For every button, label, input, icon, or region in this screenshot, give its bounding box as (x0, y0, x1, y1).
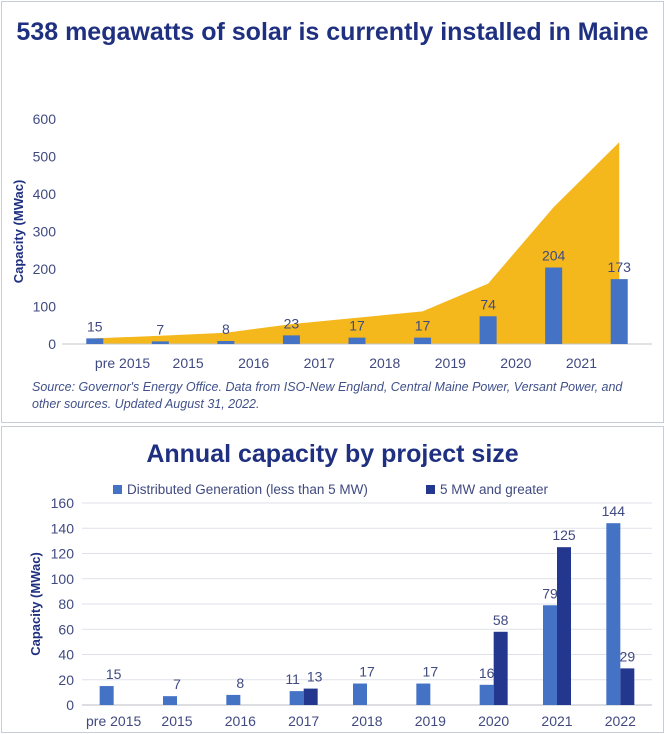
bar-data-label: 8 (222, 321, 230, 337)
distributed-data-label: 17 (423, 664, 439, 680)
y-tick-label: 100 (33, 299, 57, 315)
x-tick-label: 2018 (369, 355, 400, 371)
y-tick-label: 0 (48, 336, 56, 352)
bar-data-label: 204 (542, 248, 566, 264)
project-size-chart: 160 140 120 100 80 60 40 20 0 Capacity (MWac) Dist… (28, 482, 652, 729)
y-axis-title: Capacity (MWac) (11, 180, 26, 284)
large-project-bar (303, 688, 318, 705)
bar-data-label: 173 (608, 259, 632, 275)
x-tick-label: 2015 (173, 355, 204, 371)
large-project-data-label: 29 (620, 648, 636, 664)
bar-data-label: 17 (349, 318, 365, 334)
top-chart-panel: 538 megawatts of solar is currently inst… (1, 1, 664, 423)
large-project-data-label: 13 (307, 669, 323, 685)
x-tick-label: 2016 (238, 355, 269, 371)
y-tick-label: 100 (51, 571, 75, 587)
distributed-bar (479, 684, 494, 705)
x-tick-label: 2019 (435, 355, 466, 371)
y-axis-title: Capacity (MWac) (28, 552, 43, 656)
y-tick-label: 500 (33, 149, 57, 165)
distributed-data-label: 15 (106, 666, 122, 682)
annual-bar (151, 341, 169, 344)
x-tick-label: 2017 (304, 355, 335, 371)
annual-bar (414, 337, 432, 344)
legend-label-large: 5 MW and greater (440, 482, 549, 497)
large-project-bar (557, 547, 571, 705)
distributed-bar (99, 686, 114, 705)
x-tick-label: 2020 (500, 355, 531, 371)
cumulative-capacity-chart: 600 500 400 300 200 100 0 Capacity (MWac) 15 7 8 23… (11, 111, 652, 371)
distributed-bar (226, 694, 241, 705)
distributed-data-label: 7 (173, 676, 181, 692)
y-tick-label: 20 (58, 672, 74, 688)
y-tick-label: 0 (66, 697, 74, 713)
bar-data-label: 74 (480, 296, 496, 312)
legend-swatch-large (426, 485, 435, 494)
bar-data-label: 17 (415, 318, 431, 334)
large-project-bar (493, 631, 508, 705)
source-note: Source: Governor's Energy Office. Data f… (32, 380, 623, 411)
distributed-bar (353, 683, 367, 705)
x-tick-label: 2021 (541, 713, 572, 729)
distributed-data-label: 79 (542, 585, 558, 601)
y-tick-label: 120 (51, 546, 75, 562)
y-tick-label: 80 (58, 596, 74, 612)
distributed-data-label: 17 (359, 664, 375, 680)
distributed-bar (163, 696, 177, 705)
annual-bar (282, 335, 300, 344)
annual-bar (479, 316, 497, 344)
bottom-chart-title: Annual capacity by project size (146, 440, 519, 468)
annual-bar (610, 279, 628, 344)
x-tick-label: 2018 (351, 713, 382, 729)
cumulative-area (94, 142, 620, 344)
y-tick-label: 400 (33, 186, 57, 202)
distributed-bar (606, 523, 621, 705)
distributed-bar (543, 605, 557, 705)
x-tick-label: 2016 (225, 713, 256, 729)
annual-bar (86, 338, 104, 344)
bottom-chart-panel: Annual capacity by project size 160 140 12… (1, 426, 664, 733)
distributed-data-label: 16 (479, 665, 495, 681)
x-tick-label: 2019 (415, 713, 446, 729)
bar-data-label: 23 (284, 315, 300, 331)
x-tick-label: 2020 (478, 713, 509, 729)
legend-label-distributed: Distributed Generation (less than 5 MW) (127, 482, 368, 497)
y-tick-label: 60 (58, 621, 74, 637)
x-tick-label: 2017 (288, 713, 319, 729)
annual-bar (217, 341, 235, 344)
y-tick-label: 300 (33, 224, 57, 240)
large-project-data-label: 58 (493, 612, 509, 628)
distributed-bar (289, 691, 304, 705)
annual-bar (545, 267, 563, 344)
y-tick-label: 160 (51, 495, 75, 511)
x-tick-label: 2021 (566, 355, 597, 371)
large-project-data-label: 125 (552, 527, 576, 543)
y-tick-label: 600 (33, 111, 57, 127)
large-project-bar (620, 668, 635, 705)
bar-data-label: 7 (156, 321, 164, 337)
legend-swatch-distributed (113, 485, 122, 494)
y-tick-label: 140 (51, 520, 75, 536)
y-tick-label: 40 (58, 647, 74, 663)
x-tick-label: pre 2015 (95, 355, 150, 371)
distributed-data-label: 11 (285, 671, 300, 687)
top-chart-title: 538 megawatts of solar is currently inst… (16, 18, 649, 46)
x-tick-label: 2015 (161, 713, 192, 729)
y-tick-label: 200 (33, 261, 57, 277)
distributed-data-label: 144 (602, 503, 626, 519)
distributed-data-label: 8 (236, 675, 244, 691)
x-tick-label: pre 2015 (86, 713, 141, 729)
bar-data-label: 15 (87, 318, 103, 334)
x-tick-label: 2022 (605, 713, 636, 729)
distributed-bar (416, 683, 431, 705)
annual-bar (348, 337, 366, 344)
